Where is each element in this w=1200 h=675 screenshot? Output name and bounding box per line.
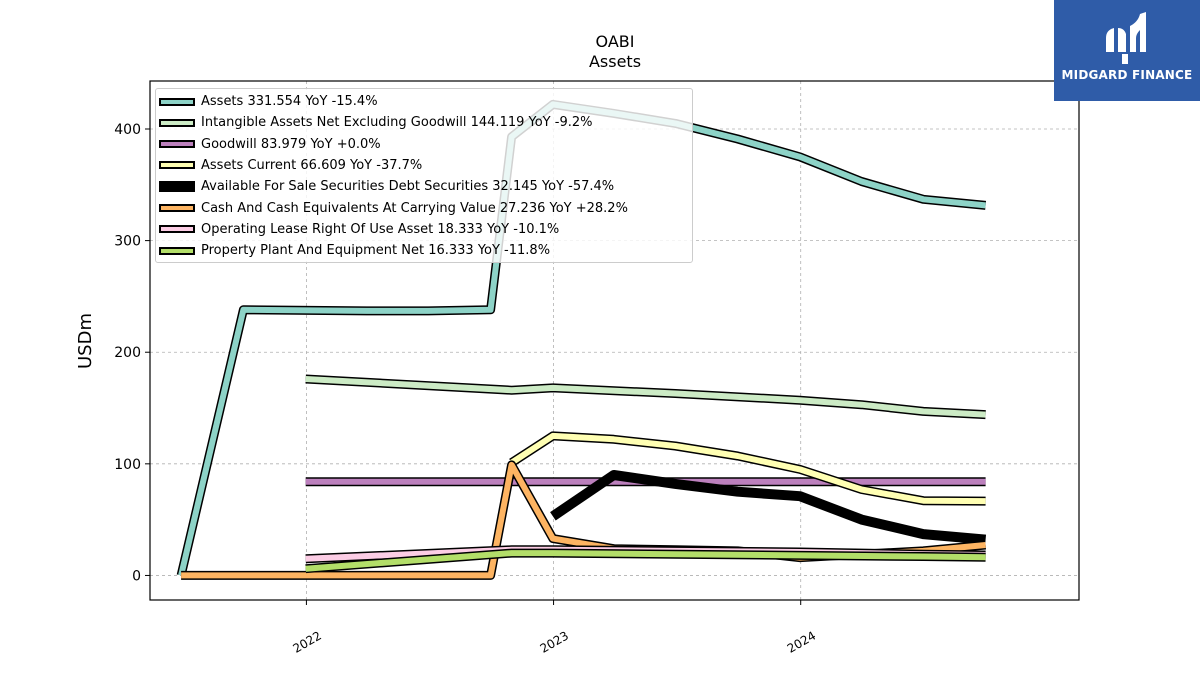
series-line <box>550 470 987 545</box>
legend-item: Assets 331.554 YoY -15.4% <box>159 91 378 112</box>
x-tick-label: 2024 <box>785 628 818 655</box>
legend-item: Available For Sale Securities Debt Secur… <box>159 176 614 197</box>
legend-item: Property Plant And Equipment Net 16.333 … <box>159 240 550 261</box>
legend-label: Cash And Cash Equivalents At Carrying Va… <box>201 200 628 216</box>
legend-swatch <box>159 204 195 212</box>
legend-item: Intangible Assets Net Excluding Goodwill… <box>159 112 592 133</box>
legend-label: Operating Lease Right Of Use Asset 18.33… <box>201 221 560 237</box>
y-tick-label: 200 <box>114 345 141 361</box>
y-tick-label: 300 <box>114 234 141 250</box>
legend-item: Operating Lease Right Of Use Asset 18.33… <box>159 219 559 240</box>
legend-swatch <box>159 140 195 149</box>
chart-title: OABI <box>596 32 635 51</box>
series-line <box>305 550 986 572</box>
legend-item: Cash And Cash Equivalents At Carrying Va… <box>159 198 628 219</box>
series-property-plant-and-equipment-net <box>305 548 986 574</box>
x-tick-label: 2022 <box>290 628 323 655</box>
legend-item: Goodwill 83.979 YoY +0.0% <box>159 134 381 155</box>
series-line <box>305 376 986 418</box>
y-tick-label: 0 <box>132 568 141 584</box>
chart-subtitle: Assets <box>589 52 641 71</box>
midgard-logo-icon <box>1106 12 1146 64</box>
legend-label: Available For Sale Securities Debt Secur… <box>201 179 615 195</box>
series-assets-current <box>509 431 986 506</box>
series-intangible-assets-net-excluding-goodwill <box>305 374 986 420</box>
legend-swatch <box>159 181 195 193</box>
legend-swatch <box>159 246 195 255</box>
series-line <box>509 432 986 505</box>
brand-name: MIDGARD FINANCE <box>1061 68 1193 82</box>
y-tick-label: 100 <box>114 457 141 473</box>
legend-swatch <box>159 161 195 170</box>
legend-swatch <box>159 97 195 106</box>
y-axis-label: USDm <box>75 313 96 369</box>
legend-item: Assets Current 66.609 YoY -37.7% <box>159 155 422 176</box>
chart-legend: Assets 331.554 YoY -15.4% Intangible Asse… <box>155 88 693 263</box>
legend-label: Intangible Assets Net Excluding Goodwill… <box>201 115 593 131</box>
plot-area-frame <box>149 80 1080 601</box>
legend-swatch <box>159 118 195 127</box>
legend-swatch <box>159 225 195 234</box>
x-tick-label: 2023 <box>538 628 571 655</box>
legend-label: Assets 331.554 YoY -15.4% <box>201 94 378 109</box>
legend-label: Property Plant And Equipment Net 16.333 … <box>201 243 551 259</box>
series-available-for-sale-securities-debt-securities <box>550 470 987 545</box>
brand-logo: MIDGARD FINANCE <box>1054 0 1200 101</box>
legend-label: Goodwill 83.979 YoY +0.0% <box>201 136 381 152</box>
legend-label: Assets Current 66.609 YoY -37.7% <box>201 157 423 173</box>
y-tick-label: 400 <box>114 122 141 138</box>
